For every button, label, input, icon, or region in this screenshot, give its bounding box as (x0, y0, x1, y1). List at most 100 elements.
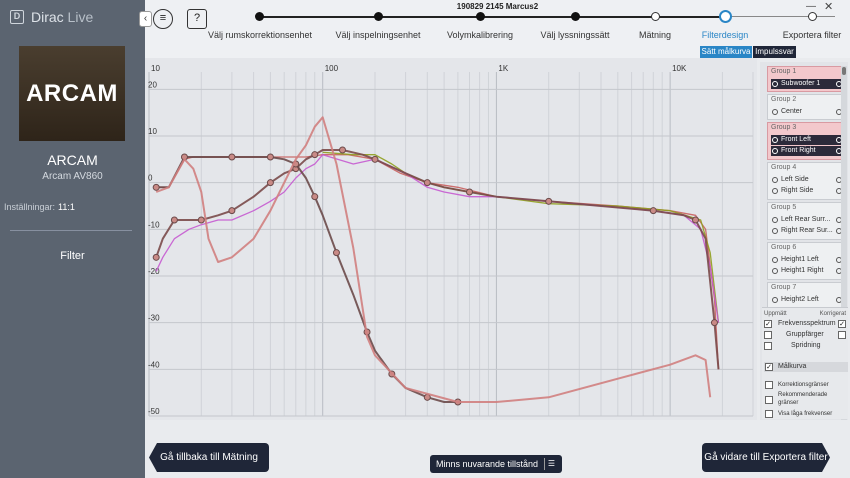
tab-impulse-response[interactable]: Impulssvar (753, 46, 796, 58)
target-curve-node (371, 155, 379, 163)
target-curve-node (332, 249, 340, 257)
response-curve-1 (156, 154, 720, 370)
step-dot-7[interactable] (807, 12, 817, 21)
channel-item[interactable]: Right Side (771, 186, 843, 196)
group-delay-measured-checkbox[interactable] (764, 331, 772, 339)
close-icon[interactable]: ✕ (824, 1, 834, 13)
channel-select-icon[interactable] (772, 257, 778, 263)
group-delay-label: Gruppfärger (786, 331, 824, 338)
step-label-5[interactable]: Mätning (638, 30, 672, 40)
step-dot-3[interactable] (475, 12, 485, 21)
step-label-3[interactable]: Volymkalibrering (446, 30, 514, 40)
filter-chart[interactable]: 10 100 1K 10K 20 10 0 -10 -20 -30 -40 -50 (145, 58, 757, 420)
channel-group-2[interactable]: Group 2 Center (767, 94, 845, 120)
channel-item[interactable]: Left Rear Surr... (771, 215, 843, 225)
channel-group-7[interactable]: Group 7 Height2 Left (767, 282, 845, 308)
target-curve-node (266, 153, 274, 161)
channel-group-5[interactable]: Group 5 Left Rear Surr... Right Rear Sur..… (767, 202, 845, 240)
channel-item[interactable]: Front Left (771, 135, 843, 145)
channel-select-icon[interactable] (772, 188, 778, 194)
step-label-7[interactable]: Exportera filter (782, 30, 842, 40)
response-curve-6 (155, 116, 712, 403)
forward-button[interactable]: Gå vidare till Exportera filter (702, 443, 830, 472)
target-curve-node (338, 146, 346, 154)
target-curve-node (545, 197, 553, 205)
step-dot-6[interactable] (718, 10, 732, 23)
channel-select-icon[interactable] (772, 148, 778, 154)
x-tick-label: 10 (151, 64, 160, 73)
list-icon: ☰ (544, 458, 558, 470)
step-label-1[interactable]: Välj rumskorrektionsenhet (207, 30, 313, 40)
channel-name: Left Rear Surr... (781, 216, 831, 223)
menu-button[interactable]: ≡ (153, 9, 173, 29)
channel-select-icon[interactable] (772, 268, 778, 274)
response-curve-3 (155, 154, 720, 323)
panel-scrollbar[interactable] (841, 66, 847, 420)
channel-select-icon[interactable] (772, 177, 778, 183)
channel-item[interactable]: Height1 Left (771, 255, 843, 265)
legend-measured-header: Uppmätt (764, 311, 787, 317)
sidebar-item-filter[interactable]: Filter (60, 250, 85, 262)
channel-item[interactable]: Right Rear Sur... (771, 226, 843, 236)
channel-select-icon[interactable] (772, 81, 778, 87)
channel-select-icon[interactable] (772, 217, 778, 223)
channel-item[interactable]: Front Right (771, 146, 843, 156)
channel-name: Height1 Right (781, 267, 824, 274)
channel-item[interactable]: Height2 Left (771, 295, 843, 305)
brand-logo: ARCAM (19, 46, 125, 141)
channel-group-6[interactable]: Group 6 Height1 Left Height1 Right (767, 242, 845, 280)
channel-item[interactable]: Left Side (771, 175, 843, 185)
step-label-4[interactable]: Välj lyssningssätt (540, 30, 610, 40)
freq-spectrum-corrected-checkbox[interactable]: ✓ (838, 320, 846, 328)
legend-corrected-header: Korrigerat (819, 311, 846, 317)
group-title: Group 6 (771, 244, 797, 251)
stepper-remaining-line (725, 16, 835, 17)
step-dot-1[interactable] (254, 12, 264, 21)
legend-target-curve: ✓ Målkurva (764, 362, 848, 372)
channel-name: Height2 Left (781, 296, 819, 303)
channel-group-3[interactable]: Group 3 Front Left Front Right (767, 122, 845, 160)
tab-target-curve[interactable]: Sätt målkurva (700, 46, 752, 58)
channel-select-icon[interactable] (772, 228, 778, 234)
channel-group-1[interactable]: Group 1 Subwoofer 1 (767, 66, 845, 92)
target-curve-node (228, 153, 236, 161)
target-curve-checkbox[interactable]: ✓ (765, 363, 773, 371)
step-label-2[interactable]: Välj inspelningsenhet (335, 30, 421, 40)
channel-name: Height1 Left (781, 256, 819, 263)
channel-name: Center (781, 108, 803, 115)
channel-name: Front Left (781, 136, 811, 143)
correction-limits-checkbox[interactable] (765, 381, 773, 389)
help-button[interactable]: ? (187, 9, 207, 29)
app-name: Dirac Live (31, 9, 93, 25)
channel-item[interactable]: Center (771, 107, 843, 117)
target-curve-node (228, 207, 236, 215)
channel-select-icon[interactable] (772, 109, 778, 115)
channel-select-icon[interactable] (772, 137, 778, 143)
step-dot-4[interactable] (570, 12, 580, 21)
recommended-limits-checkbox[interactable] (765, 396, 773, 404)
channel-item[interactable]: Subwoofer 1 (771, 79, 843, 89)
freq-spectrum-measured-checkbox[interactable]: ✓ (764, 320, 772, 328)
back-button[interactable]: Gå tillbaka till Mätning (149, 443, 269, 472)
channel-group-4[interactable]: Group 4 Left Side Right Side (767, 162, 845, 200)
legend-show-low-freq: Visa låga frekvenser (764, 409, 848, 419)
step-label-6[interactable]: Filterdesign (701, 30, 749, 40)
spread-measured-checkbox[interactable] (764, 342, 772, 350)
recommended-limits-label: Rekommenderade gränser (778, 392, 828, 406)
minimize-icon[interactable]: — (806, 1, 816, 12)
step-dot-5[interactable] (650, 12, 660, 21)
device-name: ARCAM (47, 152, 98, 168)
step-dot-2[interactable] (373, 12, 383, 21)
channel-item[interactable]: Height1 Right (771, 266, 843, 276)
save-state-button[interactable]: Minns nuvarande tillstånd ☰ (430, 455, 562, 473)
show-low-freq-checkbox[interactable] (765, 410, 773, 418)
legend-correction-limits: Korrektionsgränser (764, 380, 848, 390)
panel-scroll-thumb[interactable] (842, 67, 846, 75)
device-model: Arcam AV860 (42, 171, 103, 182)
channel-select-icon[interactable] (772, 297, 778, 303)
collapse-sidebar-button[interactable]: ‹ (139, 11, 152, 27)
group-delay-corrected-checkbox[interactable] (838, 331, 846, 339)
sidebar-divider (10, 230, 132, 231)
target-curve-node (710, 319, 718, 327)
